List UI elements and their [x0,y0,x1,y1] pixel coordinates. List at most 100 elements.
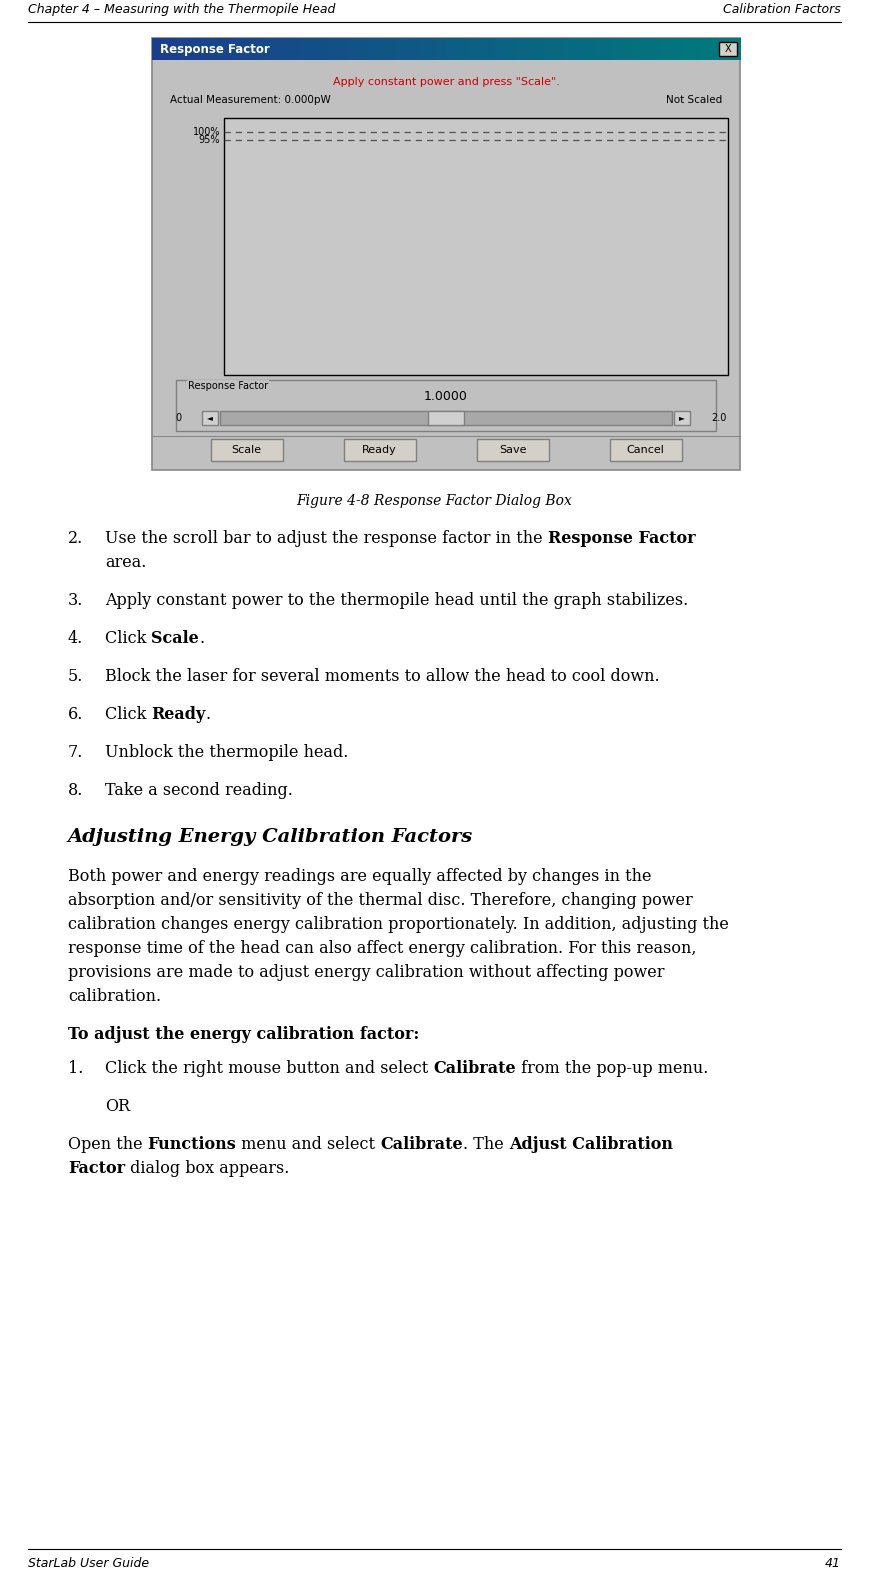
Bar [319,38,329,60]
Text: calibration.: calibration. [68,988,161,1005]
Text: . The: . The [463,1136,509,1153]
Bar [289,38,300,60]
Text: Apply constant power to the thermopile head until the graph stabilizes.: Apply constant power to the thermopile h… [105,592,688,610]
Text: absorption and/or sensitivity of the thermal disc. Therefore, changing power: absorption and/or sensitivity of the the… [68,892,693,910]
Bar [210,438,282,460]
Bar [564,38,574,60]
Bar [358,38,368,60]
Bar [368,38,378,60]
Text: dialog box appears.: dialog box appears. [125,1159,289,1177]
Bar [260,38,270,60]
Bar [250,38,261,60]
Bar [221,38,231,60]
Text: 100%: 100% [193,127,220,137]
Bar [505,38,515,60]
Text: response time of the head can also affect energy calibration. For this reason,: response time of the head can also affec… [68,939,696,957]
Bar [280,38,290,60]
Bar [308,38,320,60]
Bar [456,38,467,60]
Bar [711,38,721,60]
Text: menu and select: menu and select [236,1136,381,1153]
Bar [201,38,212,60]
Bar [211,38,222,60]
Bar [475,38,486,60]
Bar [593,38,604,60]
Text: Block the laser for several moments to allow the head to cool down.: Block the laser for several moments to a… [105,668,660,685]
Bar [220,412,672,426]
Bar [622,38,634,60]
Bar [534,38,545,60]
Bar [377,38,388,60]
Text: Ready: Ready [151,705,206,723]
Text: Scale: Scale [151,630,199,647]
Bar [224,118,728,375]
Text: 1.: 1. [68,1060,83,1078]
Text: Click: Click [105,705,151,723]
Text: Response Factor: Response Factor [160,42,269,55]
Text: Both power and energy readings are equally affected by changes in the: Both power and energy readings are equal… [68,869,652,884]
Bar [436,38,447,60]
Text: provisions are made to adjust energy calibration without affecting power: provisions are made to adjust energy cal… [68,965,665,980]
Bar [672,38,682,60]
Text: Click: Click [105,630,151,647]
Bar [674,412,690,426]
Bar [338,38,349,60]
Bar [485,38,496,60]
Bar [613,38,623,60]
Text: ►: ► [679,413,685,423]
Text: Apply constant power and press "Scale".: Apply constant power and press "Scale". [333,77,560,86]
Bar [343,438,415,460]
Text: from the pop-up menu.: from the pop-up menu. [516,1060,708,1078]
Text: OR: OR [105,1098,130,1115]
Bar [574,38,584,60]
Bar [730,38,741,60]
Text: Factor: Factor [68,1159,125,1177]
Bar [642,38,653,60]
Bar [514,38,526,60]
Text: .: . [199,630,204,647]
Bar [446,38,457,60]
Bar [191,38,202,60]
Bar [700,38,712,60]
Text: Response Factor: Response Factor [188,382,269,391]
Bar [416,38,428,60]
Text: 3.: 3. [68,592,83,610]
Text: Scale: Scale [231,445,262,456]
Text: Response Factor: Response Factor [547,529,695,547]
Bar [681,38,692,60]
Bar [719,42,737,57]
Bar [603,38,614,60]
Bar [176,380,716,430]
Bar [328,38,339,60]
Bar [495,38,506,60]
Text: Functions: Functions [148,1136,236,1153]
Bar [466,38,476,60]
Text: ◄: ◄ [207,413,213,423]
Bar [299,38,310,60]
Text: X: X [725,44,732,53]
Text: Ready: Ready [362,445,397,456]
Bar [524,38,535,60]
Text: 6.: 6. [68,705,83,723]
Text: 4.: 4. [68,630,83,647]
Text: area.: area. [105,555,146,570]
Text: 7.: 7. [68,745,83,760]
Text: Calibrate: Calibrate [434,1060,516,1078]
Text: Open the: Open the [68,1136,148,1153]
Text: Use the scroll bar to adjust the response factor in the: Use the scroll bar to adjust the respons… [105,529,547,547]
Text: Chapter 4 – Measuring with the Thermopile Head: Chapter 4 – Measuring with the Thermopil… [28,3,335,16]
Bar [230,38,242,60]
Bar [269,38,281,60]
Text: Click the right mouse button and select: Click the right mouse button and select [105,1060,434,1078]
Bar [348,38,359,60]
Bar [554,38,565,60]
Text: 8.: 8. [68,782,83,800]
Bar [162,38,173,60]
Bar [609,438,681,460]
Bar [720,38,731,60]
Bar [661,38,673,60]
Text: Save: Save [499,445,527,456]
Text: 2.: 2. [68,529,83,547]
Text: 0: 0 [175,413,181,423]
Bar [388,38,398,60]
